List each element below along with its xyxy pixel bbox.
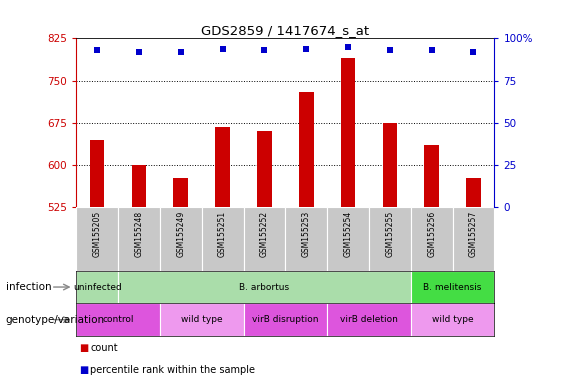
Text: GSM155251: GSM155251 [218, 210, 227, 257]
Text: GSM155255: GSM155255 [385, 210, 394, 257]
Bar [76, 303, 160, 336]
Bar [257, 131, 272, 207]
Bar [202, 207, 244, 271]
Bar [132, 165, 146, 207]
Bar [383, 123, 397, 207]
Bar [160, 207, 202, 271]
Bar [90, 140, 105, 207]
Bar [424, 146, 439, 207]
Bar [327, 303, 411, 336]
Bar [411, 271, 494, 303]
Bar [285, 207, 327, 271]
Bar [244, 207, 285, 271]
Text: control: control [102, 315, 134, 324]
Bar [118, 207, 160, 271]
Text: GSM155252: GSM155252 [260, 210, 269, 257]
Bar [299, 92, 314, 207]
Bar [215, 127, 230, 207]
Text: wild type: wild type [432, 315, 473, 324]
Bar [341, 58, 355, 207]
Text: GSM155253: GSM155253 [302, 210, 311, 257]
Text: GSM155257: GSM155257 [469, 210, 478, 257]
Bar [76, 271, 118, 303]
Bar [244, 303, 327, 336]
Text: GSM155249: GSM155249 [176, 210, 185, 257]
Text: ■: ■ [79, 365, 88, 375]
Text: uninfected: uninfected [73, 283, 121, 291]
Text: genotype/variation: genotype/variation [6, 314, 105, 325]
Text: B. melitensis: B. melitensis [423, 283, 482, 291]
Text: B. arbortus: B. arbortus [240, 283, 289, 291]
Bar [76, 207, 118, 271]
Text: wild type: wild type [181, 315, 223, 324]
Bar [118, 271, 411, 303]
Text: infection: infection [6, 282, 51, 292]
Text: ■: ■ [79, 343, 88, 353]
Text: percentile rank within the sample: percentile rank within the sample [90, 365, 255, 375]
Text: virB disruption: virB disruption [252, 315, 319, 324]
Title: GDS2859 / 1417674_s_at: GDS2859 / 1417674_s_at [201, 24, 370, 37]
Bar [453, 207, 494, 271]
Bar [327, 207, 369, 271]
Text: GSM155256: GSM155256 [427, 210, 436, 257]
Bar [411, 303, 494, 336]
Text: GSM155248: GSM155248 [134, 210, 144, 257]
Text: count: count [90, 343, 118, 353]
Text: GSM155205: GSM155205 [93, 210, 102, 257]
Bar [173, 177, 188, 207]
Text: GSM155254: GSM155254 [344, 210, 353, 257]
Bar [160, 303, 244, 336]
Bar [411, 207, 453, 271]
Bar [369, 207, 411, 271]
Bar [466, 177, 481, 207]
Text: virB deletion: virB deletion [340, 315, 398, 324]
